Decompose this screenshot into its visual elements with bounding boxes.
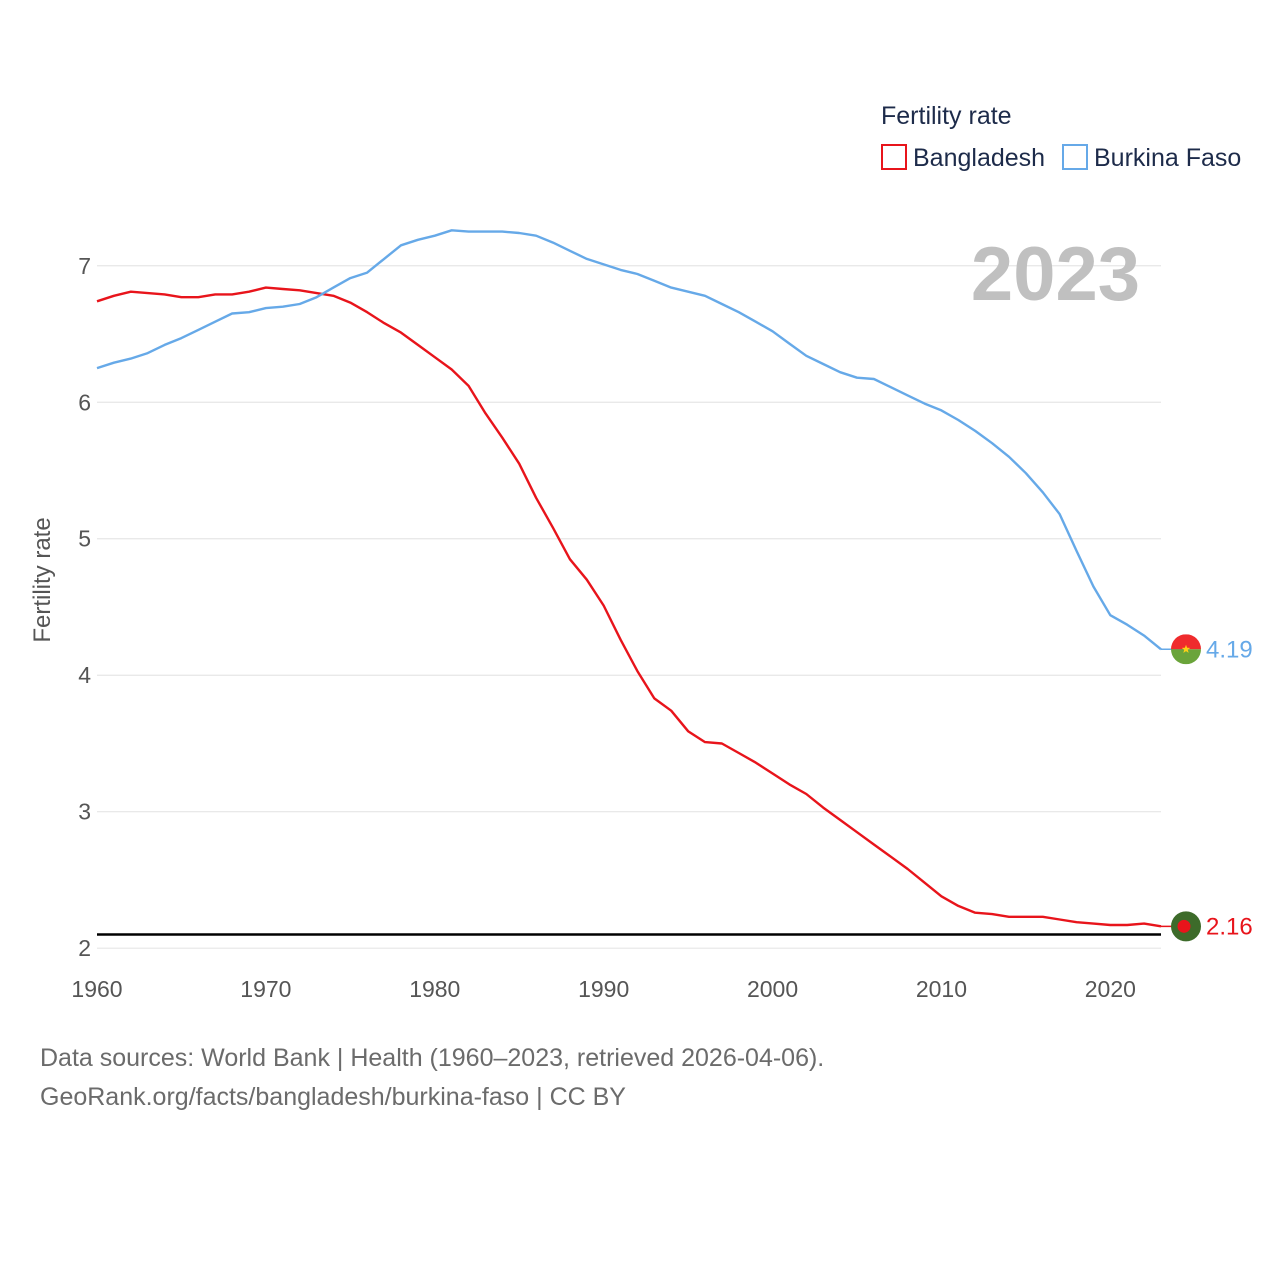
x-tick-label: 1980	[409, 976, 460, 1002]
x-tick-label: 1990	[578, 976, 629, 1002]
legend: Fertility rate Bangladesh Burkina Faso	[881, 102, 1241, 172]
end-value-bangladesh: 2.16	[1206, 913, 1253, 940]
legend-item-bangladesh[interactable]: Bangladesh	[881, 144, 1045, 172]
year-label: 2023	[971, 232, 1140, 317]
y-tick-label: 4	[78, 662, 91, 688]
legend-swatch-burkina-faso	[1062, 144, 1088, 170]
x-tick-label: 1970	[240, 976, 291, 1002]
legend-label-bangladesh: Bangladesh	[913, 144, 1045, 172]
y-tick-label: 7	[78, 253, 91, 279]
x-tick-label: 2010	[916, 976, 967, 1002]
y-axis-title: Fertility rate	[29, 517, 56, 642]
series-lines	[96, 229, 1186, 928]
source-link[interactable]: GeoRank.org/facts/bangladesh/burkina-fas…	[40, 1083, 626, 1111]
source-note: Data sources: World Bank | Health (1960–…	[40, 1044, 825, 1072]
x-tick-label: 2000	[747, 976, 798, 1002]
y-axis-ticks: 2 3 4 5 6 7	[78, 253, 91, 961]
x-axis-ticks: 1960 1970 1980 1990 2000 2010 2020	[71, 976, 1136, 1002]
legend-label-burkina-faso: Burkina Faso	[1094, 144, 1241, 172]
y-tick-label: 2	[78, 935, 91, 961]
burkina-faso-flag-icon	[1171, 634, 1201, 665]
y-tick-label: 3	[78, 799, 91, 825]
y-tick-label: 5	[78, 526, 91, 552]
series-line-burkina-faso	[96, 229, 1162, 651]
legend-swatch-bangladesh	[881, 144, 907, 170]
x-tick-label: 2020	[1085, 976, 1136, 1002]
bangladesh-flag-icon	[1171, 911, 1201, 942]
legend-title: Fertility rate	[881, 102, 1012, 130]
x-tick-label: 1960	[71, 976, 122, 1002]
grid-lines	[97, 265, 1161, 949]
y-tick-label: 6	[78, 389, 91, 415]
legend-item-burkina-faso[interactable]: Burkina Faso	[1062, 144, 1241, 172]
series-line-bangladesh	[96, 286, 1162, 928]
end-value-burkina-faso: 4.19	[1206, 636, 1253, 663]
